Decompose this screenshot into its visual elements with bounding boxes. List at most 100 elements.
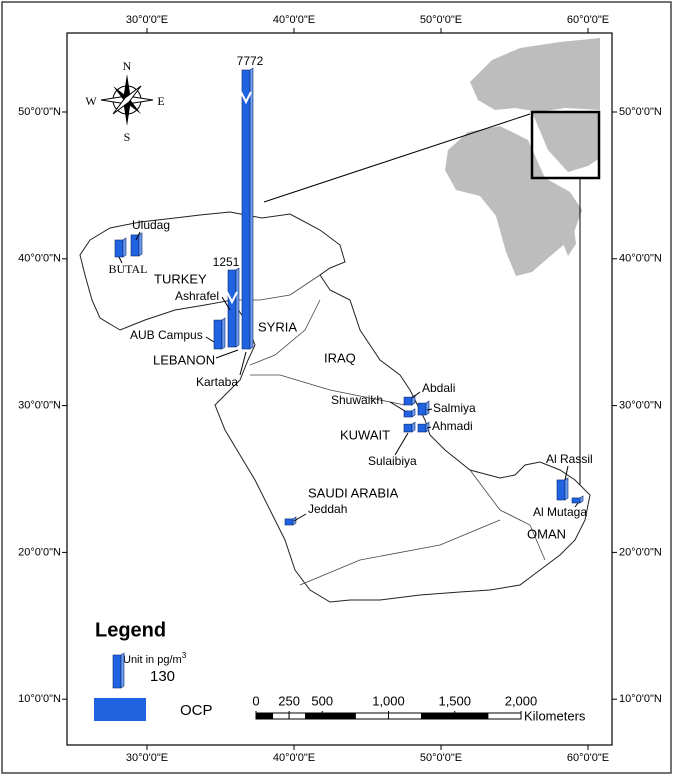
bar xyxy=(284,518,294,526)
leader-line xyxy=(564,465,569,481)
leader-line xyxy=(118,256,123,264)
leader-line xyxy=(215,349,239,359)
scale-label: 0 xyxy=(252,693,259,708)
lat-label: 20°0'0"N xyxy=(619,546,662,558)
scale-label: 1,500 xyxy=(438,693,471,708)
site-label: Al Mutaga xyxy=(533,505,587,519)
bar xyxy=(403,410,413,418)
scale-label: 250 xyxy=(278,693,300,708)
bar xyxy=(241,69,251,350)
lon-label: 50°0'0"E xyxy=(420,752,462,764)
bar xyxy=(417,423,427,433)
compass-rose: N E S W xyxy=(85,59,164,144)
scale-segment xyxy=(454,712,489,720)
site-label: Shuwaikh xyxy=(331,393,383,407)
country-label: SYRIA xyxy=(258,319,297,334)
bar xyxy=(130,234,140,257)
leader-line xyxy=(426,426,432,429)
country-label: SAUDI ARABIA xyxy=(308,485,399,500)
lat-label: 40°0'0"N xyxy=(18,253,61,265)
lat-label: 30°0'0"N xyxy=(619,400,662,412)
bar xyxy=(213,319,223,350)
lat-label: 10°0'0"N xyxy=(619,693,662,705)
leader-line xyxy=(205,336,215,343)
site-label: AUB Campus xyxy=(130,328,203,342)
bar-side xyxy=(564,477,569,501)
compass-label: E xyxy=(157,94,164,108)
country-label: OMAN xyxy=(527,526,566,541)
scale-bar-unit: Kilometers xyxy=(524,708,586,723)
site-label: Jeddah xyxy=(308,502,347,516)
country-label: KUWAIT xyxy=(340,427,390,442)
lon-label: 50°0'0"E xyxy=(420,14,462,26)
site-label: Salmiya xyxy=(433,401,476,415)
scale-segment xyxy=(421,712,456,720)
lat-label: 20°0'0"N xyxy=(18,546,61,558)
lat-label: 40°0'0"N xyxy=(619,253,662,265)
lat-label: 50°0'0"N xyxy=(18,106,61,118)
lat-label: 10°0'0"N xyxy=(18,693,61,705)
bar-side xyxy=(411,408,416,418)
bar-side xyxy=(122,237,127,258)
site-label: Ahmadi xyxy=(432,419,473,433)
lon-label: 60°0'0"E xyxy=(567,752,609,764)
lat-label: 30°0'0"N xyxy=(18,400,61,412)
bar xyxy=(417,402,427,416)
bar-side xyxy=(249,67,254,350)
inset-leader xyxy=(263,113,531,203)
legend-unit: Unit in pg/m3 xyxy=(123,651,187,666)
country-label: IRAQ xyxy=(324,350,356,365)
bar-side xyxy=(579,495,584,504)
bar-side xyxy=(411,421,416,433)
bar xyxy=(403,396,413,406)
bar-side xyxy=(425,400,430,416)
inset-box xyxy=(530,110,601,180)
scale-segment xyxy=(354,712,389,720)
compass-label: N xyxy=(123,59,132,73)
leader-line xyxy=(293,513,307,522)
leader-line xyxy=(574,502,579,508)
bar-side xyxy=(235,267,240,348)
site-label: Kartaba xyxy=(196,375,238,389)
lon-label: 40°0'0"E xyxy=(273,14,315,26)
lat-label: 50°0'0"N xyxy=(619,106,662,118)
leader-line xyxy=(389,401,406,412)
bar-break xyxy=(226,291,238,305)
bar-side xyxy=(120,652,125,689)
compass-label: S xyxy=(124,130,131,144)
bar-side xyxy=(138,232,143,257)
legend-unit-text: Unit in pg/m xyxy=(123,654,182,666)
legend-scale-value: 130 xyxy=(150,668,175,685)
borders xyxy=(232,274,546,586)
value-label: 1251 xyxy=(213,255,240,269)
site-label: Ashrafel xyxy=(175,289,219,303)
country-label: TURKEY xyxy=(154,271,207,286)
legend-title: Legend xyxy=(95,619,166,641)
scale-segment xyxy=(305,712,323,720)
bar xyxy=(403,423,413,433)
leader-line xyxy=(135,231,141,241)
leader-line xyxy=(411,391,421,399)
scale-segment xyxy=(288,712,307,720)
bar-side xyxy=(221,317,226,350)
scale-label: 2,000 xyxy=(505,693,538,708)
bar xyxy=(556,479,566,501)
country-label: LEBANON xyxy=(153,352,215,367)
bar xyxy=(114,239,124,258)
lon-label: 40°0'0"E xyxy=(273,752,315,764)
scale-segment xyxy=(321,712,356,720)
lon-label: 60°0'0"E xyxy=(567,14,609,26)
bar xyxy=(571,497,581,504)
world-inset xyxy=(445,38,600,276)
site-label: Abdali xyxy=(422,381,455,395)
bar-side xyxy=(425,421,430,433)
leader-line xyxy=(394,432,409,456)
leader-line xyxy=(426,408,433,411)
scale-segment xyxy=(272,712,290,720)
scale-label: 1,000 xyxy=(372,693,405,708)
bar xyxy=(112,654,122,689)
lon-label: 30°0'0"E xyxy=(126,752,168,764)
legend-unit-sup: 3 xyxy=(182,651,187,660)
site-label: BUTAL xyxy=(108,262,147,276)
